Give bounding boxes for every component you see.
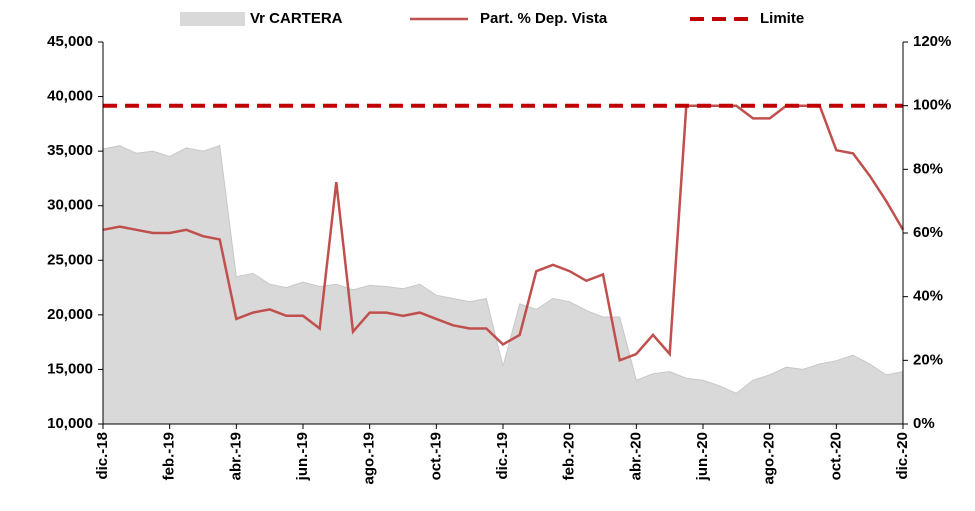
y-tick-label: 10,000 (47, 415, 93, 432)
y-tick-label: 40,000 (47, 88, 93, 105)
y2-tick-label: 60% (913, 224, 943, 241)
x-tick-label: dic.-20 (894, 432, 911, 480)
legend-label: Vr CARTERA (250, 10, 343, 27)
y2-tick-label: 120% (913, 33, 951, 50)
x-tick-label: ago.-19 (361, 432, 378, 485)
y2-tick-label: 0% (913, 415, 935, 432)
legend-label: Limite (760, 10, 804, 27)
y2-tick-label: 80% (913, 160, 943, 177)
x-tick-label: abr.-19 (227, 432, 244, 480)
y-tick-label: 15,000 (47, 360, 93, 377)
x-tick-label: feb.-20 (561, 432, 578, 480)
x-tick-label: oct.-20 (827, 432, 844, 480)
y2-tick-label: 20% (913, 351, 943, 368)
x-tick-label: dic.-19 (494, 432, 511, 480)
legend-swatch (180, 12, 245, 26)
x-tick-label: jun.-20 (694, 432, 711, 481)
x-tick-label: feb.-19 (161, 432, 178, 480)
y-tick-label: 20,000 (47, 306, 93, 323)
x-tick-label: ago.-20 (761, 432, 778, 485)
y-tick-label: 45,000 (47, 33, 93, 50)
y2-tick-label: 40% (913, 288, 943, 305)
y-tick-label: 30,000 (47, 197, 93, 214)
line (102, 104, 905, 362)
x-tick-label: jun.-19 (294, 432, 311, 481)
x-tick-label: abr.-20 (627, 432, 644, 480)
y2-tick-label: 100% (913, 97, 951, 114)
legend-label: Part. % Dep. Vista (480, 10, 608, 27)
y-tick-label: 25,000 (47, 251, 93, 268)
x-tick-label: oct.-19 (427, 432, 444, 480)
area (102, 145, 904, 425)
x-tick-label: dic.-18 (94, 432, 111, 480)
y-tick-label: 35,000 (47, 142, 93, 159)
